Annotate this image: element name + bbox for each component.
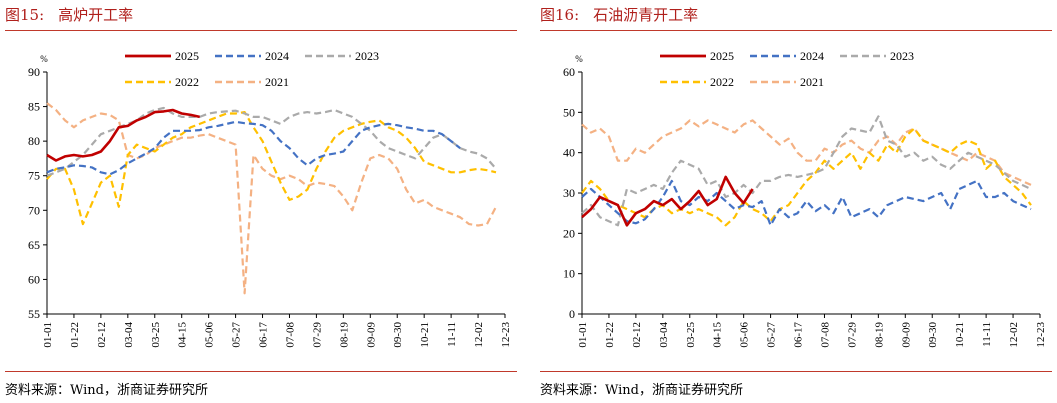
series-line-2025 — [46, 108, 200, 162]
series-line-2025 — [581, 175, 754, 227]
x-tick-label: 03-25 — [685, 322, 697, 348]
panel-asphalt: 图16: 石油沥青开工率 % 0 10 20 30 40 50 60 01-01 01-22 02-1… — [540, 0, 1055, 403]
series-line-2024 — [46, 120, 461, 176]
legend-label-2024: 2024 — [800, 49, 824, 63]
figure-title: 图16: 石油沥青开工率 — [540, 4, 698, 25]
chart-title: 石油沥青开工率 — [593, 6, 699, 24]
y-tick-label: 55 — [28, 307, 40, 321]
asphalt-chart: % 0 10 20 30 40 50 60 01-01 01-22 02-12 03-04 03-25 0… — [563, 49, 1047, 348]
x-tick-label: 07-29 — [846, 322, 858, 348]
x-tick-label: 05-06 — [739, 322, 751, 348]
x-tick-label: 11-11 — [446, 322, 458, 347]
x-tick-label: 08-19 — [873, 322, 885, 348]
x-tick-label: 05-27 — [766, 322, 778, 348]
x-tick-label: 09-30 — [392, 322, 404, 348]
x-tick-label: 10-21 — [954, 322, 966, 348]
legend-label-2024: 2024 — [265, 49, 289, 63]
x-tick-label: 02-12 — [96, 322, 108, 348]
panel-blast-furnace: 图15: 高炉开工率 % 55 60 65 70 75 80 85 90 01-01 01-22 02-… — [5, 0, 520, 403]
y-tick-label: 65 — [28, 238, 40, 252]
x-tick-label: 01-22 — [69, 322, 81, 348]
x-tick-label: 08-19 — [338, 322, 350, 348]
x-tick-label: 12-23 — [1035, 322, 1047, 348]
source-rule — [5, 371, 517, 372]
legend-label-2023: 2023 — [355, 49, 379, 63]
legend-label-2025: 2025 — [175, 49, 199, 63]
x-tick-label: 03-04 — [123, 322, 135, 348]
y-unit-label: % — [575, 54, 583, 64]
x-tick-label: 09-30 — [927, 322, 939, 348]
y-tick-label: 0 — [569, 307, 575, 321]
y-tick-label: 10 — [563, 267, 575, 281]
series-line-2022 — [581, 127, 1032, 227]
source-rule — [540, 371, 1052, 372]
series-line-2021 — [581, 119, 1032, 186]
source-note: 资料来源：Wind，浙商证券研究所 — [540, 383, 743, 398]
y-tick-label: 30 — [563, 186, 575, 200]
x-tick-label: 11-11 — [981, 322, 993, 347]
figure-number: 图15: — [5, 6, 45, 24]
x-tick-label: 03-04 — [658, 322, 670, 348]
x-tick-label: 07-29 — [311, 322, 323, 348]
y-tick-label: 90 — [28, 65, 40, 79]
x-tick-label: 01-01 — [577, 322, 589, 348]
figure-number: 图16: — [540, 6, 580, 24]
y-unit-label: % — [40, 54, 48, 64]
x-tick-label: 02-12 — [631, 322, 643, 348]
x-tick-label: 09-09 — [900, 322, 912, 348]
figure-title: 图15: 高炉开工率 — [5, 4, 133, 25]
y-tick-label: 50 — [563, 105, 575, 119]
y-tick-label: 40 — [563, 146, 575, 160]
x-tick-label: 01-01 — [42, 322, 54, 348]
series-line-2021 — [46, 102, 497, 295]
y-tick-label: 85 — [28, 100, 40, 114]
y-tick-label: 60 — [563, 65, 575, 79]
x-tick-label: 12-23 — [500, 322, 512, 348]
x-tick-label: 06-17 — [793, 322, 805, 348]
x-tick-label: 05-27 — [231, 322, 243, 348]
y-tick-label: 70 — [28, 203, 40, 217]
chart-title: 高炉开工率 — [58, 6, 134, 24]
series-line-2024 — [581, 179, 1032, 227]
x-tick-label: 06-17 — [258, 322, 270, 348]
x-tick-label: 04-15 — [712, 322, 724, 348]
legend-label-2021: 2021 — [265, 75, 289, 89]
legend-label-2023: 2023 — [890, 49, 914, 63]
y-tick-label: 80 — [28, 134, 40, 148]
series-line-2022 — [46, 111, 497, 226]
x-tick-label: 09-09 — [365, 322, 377, 348]
x-tick-label: 07-08 — [284, 322, 296, 348]
y-tick-label: 20 — [563, 226, 575, 240]
x-tick-label: 07-08 — [819, 322, 831, 348]
y-tick-label: 75 — [28, 169, 40, 183]
x-tick-label: 05-06 — [204, 322, 216, 348]
legend-label-2021: 2021 — [800, 75, 824, 89]
x-tick-label: 12-02 — [473, 322, 485, 348]
source-note: 资料来源：Wind，浙商证券研究所 — [5, 383, 208, 398]
x-tick-label: 03-25 — [150, 322, 162, 348]
legend-label-2022: 2022 — [710, 75, 734, 89]
legend-label-2022: 2022 — [175, 75, 199, 89]
series-line-2023 — [581, 115, 1032, 227]
y-tick-label: 60 — [28, 272, 40, 286]
blast-furnace-chart: % 55 60 65 70 75 80 85 90 01-01 01-22 02-12 03-04 03-… — [28, 49, 512, 348]
x-tick-label: 01-22 — [604, 322, 616, 348]
title-rule — [540, 30, 1052, 31]
title-rule — [5, 30, 517, 31]
x-tick-label: 12-02 — [1008, 322, 1020, 348]
legend-label-2025: 2025 — [710, 49, 734, 63]
x-tick-label: 10-21 — [419, 322, 431, 348]
x-tick-label: 04-15 — [177, 322, 189, 348]
